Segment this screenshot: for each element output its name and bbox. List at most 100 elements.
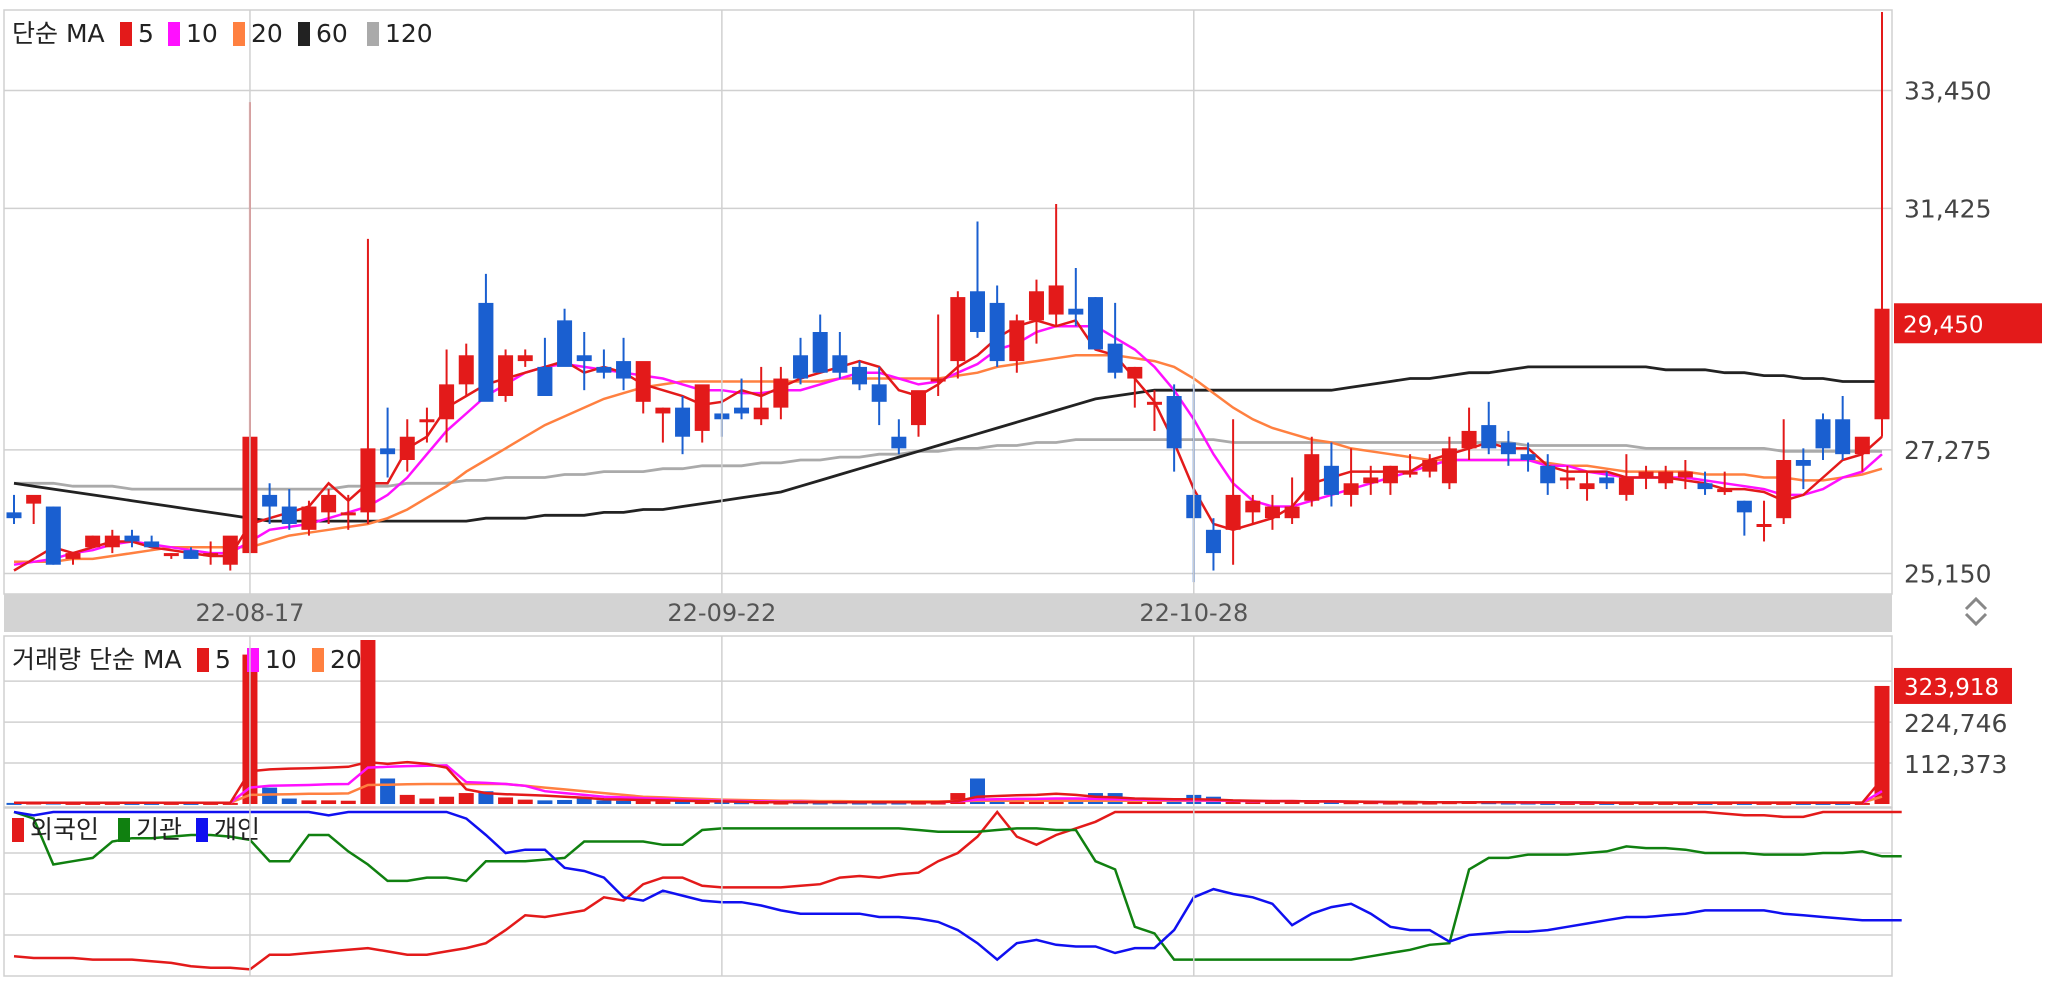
volume-bar [1402,802,1418,805]
investor-legend-label: 기관 [136,815,182,844]
volume-bar [399,794,415,804]
candle-body [1658,471,1674,484]
candle-body [950,297,966,362]
candle-body [1461,430,1477,449]
volume-bar [635,798,651,804]
price-legend-label: 120 [385,19,433,48]
candle-body [340,512,356,516]
price-legend: 단순 MA 5 10 20 60 120 [12,19,433,48]
ma120-line [14,438,1882,491]
candle-body [812,332,828,373]
volume-ma5-line [14,760,1883,805]
volume-bar [616,800,632,804]
candle-body [65,553,81,559]
candle-body [930,378,946,382]
price-legend-label: 60 [316,19,348,48]
last-volume-label: 323,918 [1904,675,1999,701]
volume-bar [852,802,868,805]
candle-body [380,448,396,455]
candle-body [891,436,907,449]
price-legend-label: 20 [251,19,283,48]
volume-tick-label: 112,373 [1904,750,2007,779]
candle-body [773,378,789,408]
price-legend-label: 5 [138,19,154,48]
candle-body [1402,471,1418,475]
price-legend-swatch [233,22,245,46]
candle-body [1540,465,1556,484]
volume-panel[interactable]: 224,746 112,373 거래량 단순 MA 5 10 20 323,918 [3,635,2012,808]
volume-axis: 224,746 112,373 [1904,709,2007,779]
volume-bar [1874,685,1890,804]
last-volume-badge-bg [1894,667,2012,704]
volume-bar [989,800,1005,804]
volume-bar [262,787,278,804]
candle-body [1481,425,1497,449]
volume-bar [675,801,691,804]
candle-body [911,390,927,426]
date-tick-label: 22-08-17 [195,599,304,627]
candle-body [1874,308,1890,420]
volume-bar [380,778,396,804]
price-legend-swatch [367,22,379,46]
candle-body [694,384,710,431]
investor-line-2 [13,810,1902,962]
volume-legend-swatch [247,648,259,672]
candle-body [45,506,61,565]
up-down-chevron-icon[interactable] [1964,596,1988,627]
volume-legend-label: 20 [330,645,362,674]
price-panel[interactable]: 33,450 31,425 27,275 25,150 단순 MA 5 10 20 60 120… [3,9,2042,595]
volume-legend-title: 거래량 단순 MA [12,645,182,674]
candle-body [1009,320,1025,362]
volume-bar [1028,801,1044,804]
volume-bar [773,802,789,805]
price-tick-label: 33,450 [1904,77,1991,106]
candle-body [360,448,376,513]
volume-bar [498,797,514,804]
candle-body [281,506,297,524]
investor-legend-label: 외국인 [30,815,99,844]
candle-body [104,535,120,548]
candle-body [321,494,337,513]
candle-body [871,384,887,402]
volume-bar [1343,802,1359,805]
candle-body [1854,436,1870,455]
candle-body [1028,291,1044,321]
volume-bar [694,801,710,804]
volume-bar [1363,802,1379,805]
candle-body [1127,366,1143,379]
volume-bar [1422,802,1438,805]
volume-bar [340,800,356,804]
date-axis-band [4,594,1892,632]
candle-body [655,407,671,414]
volume-bar [734,802,750,805]
investor-legend-swatch [118,818,130,842]
candle-body [576,355,592,362]
volume-bar [911,802,927,805]
volume-bar [419,798,435,804]
ma-line-60 [13,365,1882,523]
candle-body [616,361,632,379]
volume-bar [1264,801,1280,804]
price-tick-label: 31,425 [1904,194,1991,223]
candle-body [969,291,985,332]
candle-body [124,535,140,542]
candle-body [1815,419,1831,449]
candle-body [203,553,219,557]
volume-bar [537,800,553,804]
ma-line-120 [14,438,1882,491]
volume-bar [1245,801,1261,804]
volume-bar [1540,802,1556,805]
candle-body [1422,460,1438,472]
investor-panel[interactable]: 외국인 기관 개인 [3,807,1902,977]
date-axis[interactable]: 22-08-17 22-09-22 22-10-28 [4,594,1988,632]
candle-body [1087,297,1103,350]
candle-body [1756,524,1772,527]
volume-ma-line-5 [14,760,1883,805]
candle-body [498,355,514,396]
candle-body [1382,465,1398,484]
price-tick-label: 27,275 [1904,436,1991,465]
candle-body [1146,401,1162,405]
price-legend-swatch [168,22,180,46]
